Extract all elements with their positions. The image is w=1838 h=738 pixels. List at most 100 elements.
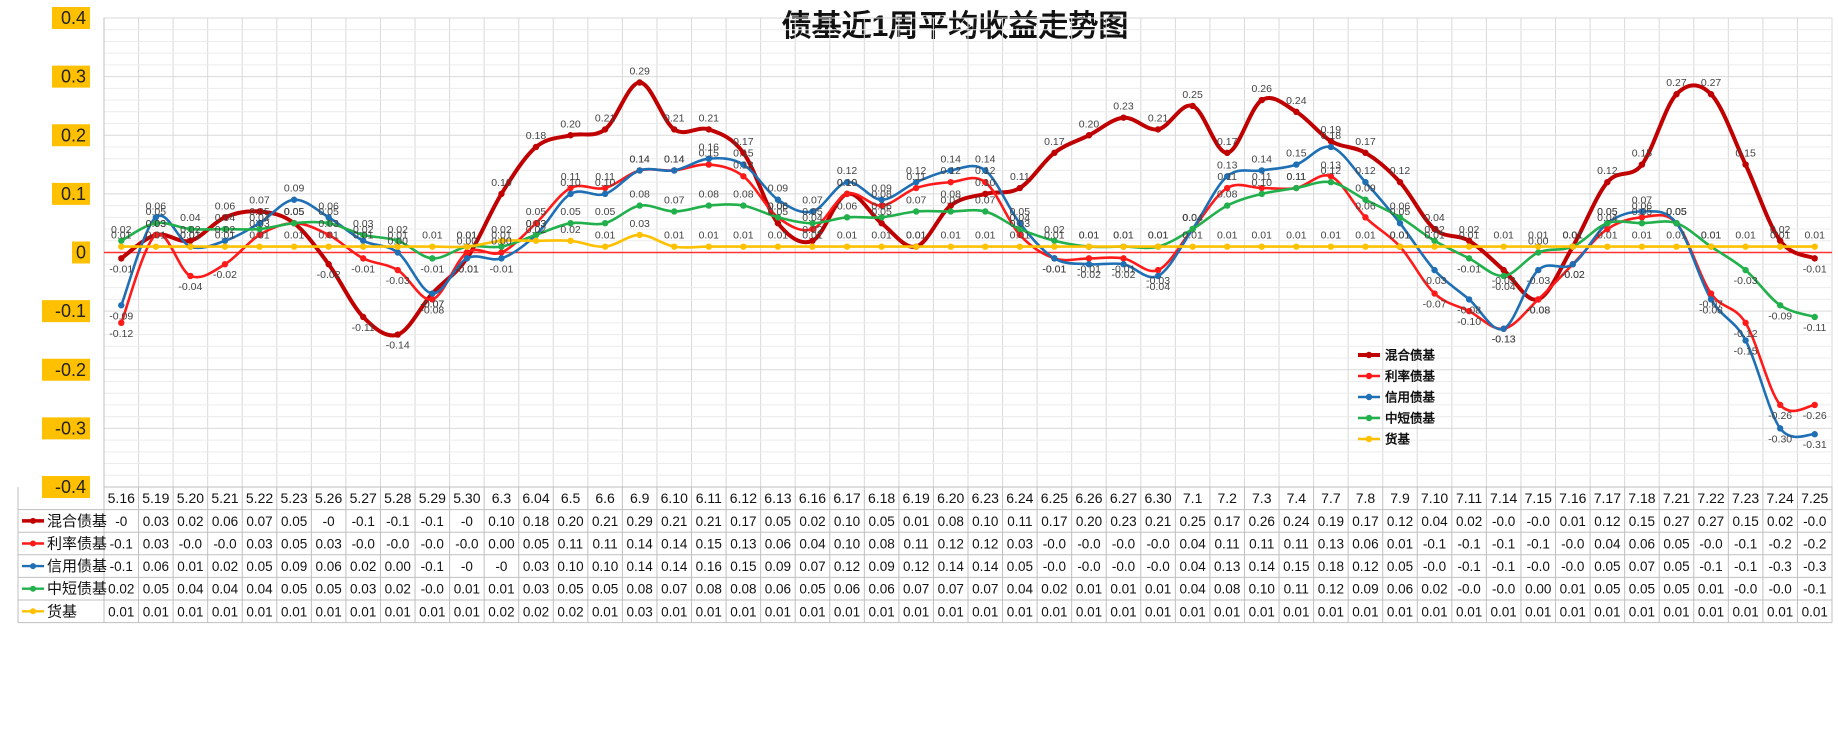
- data-label: -0.12: [109, 328, 133, 340]
- data-label: 0.02: [1044, 224, 1065, 236]
- table-cell: 0.06: [1352, 537, 1378, 552]
- data-point: [1431, 237, 1438, 244]
- data-point: [740, 161, 747, 168]
- table-cell: 0.05: [1007, 559, 1033, 574]
- table-row-name: 信用债基: [47, 558, 107, 575]
- data-label: 0.01: [1182, 230, 1203, 242]
- table-cell: -0.0: [421, 537, 444, 552]
- data-label: 0.00: [457, 236, 478, 248]
- data-label: -0.01: [1042, 263, 1066, 275]
- data-point: [1638, 219, 1646, 227]
- data-point: [1016, 243, 1024, 250]
- table-cell: 0.01: [1802, 604, 1828, 619]
- table-cell: 0.02: [385, 582, 411, 597]
- data-point: [532, 237, 540, 244]
- data-point: [498, 190, 505, 198]
- data-label: -0.03: [1146, 275, 1170, 287]
- table-cell: -0.1: [1803, 582, 1826, 597]
- data-label: 0.01: [1217, 230, 1238, 242]
- data-label: 0.05: [1010, 206, 1031, 218]
- data-point: [1293, 243, 1300, 250]
- table-cell: 0.01: [1145, 582, 1171, 597]
- data-point: [360, 255, 367, 262]
- data-label: -0.01: [1457, 263, 1481, 275]
- data-label: 0.01: [491, 230, 512, 242]
- data-label: 0.02: [180, 224, 201, 236]
- data-point: [1016, 231, 1024, 239]
- data-label: 0.04: [1010, 212, 1031, 224]
- data-label: 0.05: [284, 206, 305, 218]
- table-cell: 0.20: [557, 514, 583, 529]
- table-cell: -0.0: [1077, 559, 1100, 574]
- table-cell: 0.03: [523, 582, 549, 597]
- table-cell: 0.17: [1352, 514, 1378, 529]
- data-label: 0.21: [595, 112, 616, 124]
- table-cell: 0.25: [1179, 514, 1205, 529]
- data-label: -0.30: [1768, 433, 1792, 445]
- data-label: -0.02: [1112, 269, 1136, 281]
- table-cell: -0.1: [1492, 537, 1515, 552]
- data-point: [1327, 178, 1335, 186]
- table-cell: 0.13: [730, 537, 756, 552]
- y-tick-label: 0.2: [61, 125, 86, 145]
- data-label: -0.01: [351, 263, 375, 275]
- data-point: [152, 214, 160, 221]
- data-point: [705, 155, 712, 162]
- table-cell: 0.05: [765, 514, 791, 529]
- data-label: 0.15: [1735, 148, 1756, 160]
- data-point: [429, 290, 436, 297]
- table-cell: 0.03: [315, 537, 341, 552]
- data-point: [1638, 208, 1646, 215]
- data-point: [1362, 149, 1369, 157]
- data-label: 0.14: [941, 153, 962, 165]
- table-cell: 0.03: [1007, 537, 1033, 552]
- x-tick-label: 5.21: [211, 490, 238, 506]
- table-cell: 0.02: [488, 604, 514, 619]
- data-point: [982, 190, 989, 198]
- data-label: 0.01: [664, 230, 685, 242]
- table-cell: 0.07: [972, 582, 998, 597]
- x-tick-label: 6.5: [561, 490, 581, 506]
- data-point: [1604, 178, 1611, 186]
- data-point: [394, 243, 401, 250]
- table-row-name: 混合债基: [47, 513, 107, 530]
- data-point: [774, 214, 782, 221]
- table-cell: 0.04: [246, 582, 273, 597]
- table-cell: 0.01: [903, 514, 929, 529]
- data-point: [705, 161, 712, 168]
- data-label: 0.12: [975, 165, 996, 177]
- data-label: 0.05: [284, 206, 305, 218]
- table-cell: 0.11: [1284, 582, 1309, 597]
- x-tick-label: 7.11: [1456, 490, 1482, 506]
- data-label: 0.14: [629, 153, 650, 165]
- table-cell: 0.09: [868, 559, 894, 574]
- data-label: 0.01: [1632, 230, 1653, 242]
- data-label: -0.31: [1803, 439, 1827, 451]
- data-point: [1742, 243, 1749, 250]
- table-cell: 0.02: [1767, 514, 1793, 529]
- data-point: [1604, 243, 1611, 250]
- data-point: [774, 243, 782, 250]
- data-label: 0.08: [941, 189, 962, 201]
- table-cell: -0.0: [1803, 514, 1826, 529]
- data-point: [1742, 266, 1749, 274]
- table-cell: 0.18: [523, 514, 549, 529]
- data-point: [1638, 214, 1646, 221]
- table-cell: 0.27: [1698, 514, 1724, 529]
- data-point: [1535, 296, 1542, 303]
- data-label: -0.13: [1492, 334, 1516, 346]
- table-cell: 0.02: [523, 604, 549, 619]
- data-label: 0.02: [215, 224, 236, 236]
- data-label: -0.09: [109, 310, 133, 322]
- data-label: 0.03: [353, 218, 374, 230]
- y-tick-highlight: [72, 241, 90, 264]
- data-label: 0.05: [1390, 206, 1411, 218]
- data-point: [878, 214, 885, 221]
- table-cell: 0.01: [1387, 537, 1413, 552]
- data-label: 0.05: [1632, 206, 1653, 218]
- table-cell: 0.02: [1421, 582, 1447, 597]
- data-point: [1500, 243, 1507, 250]
- data-point: [1742, 161, 1749, 168]
- data-point: [256, 208, 263, 215]
- x-tick-label: 6.9: [630, 490, 650, 506]
